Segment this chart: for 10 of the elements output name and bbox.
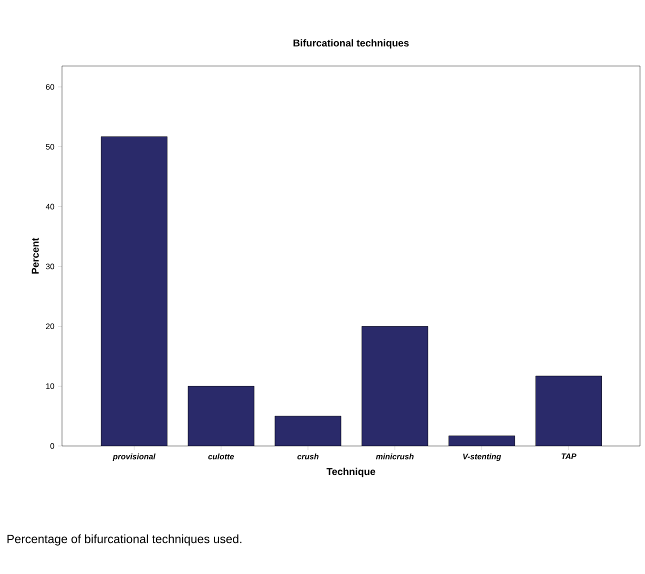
chart-title: Bifurcational techniques xyxy=(294,39,409,48)
bar xyxy=(100,136,168,446)
x-axis-title: Technique xyxy=(326,468,376,478)
text: Percentage of bifurcational techniques used. xyxy=(8,534,242,546)
bar xyxy=(536,376,602,446)
bar xyxy=(274,416,342,446)
bar xyxy=(448,436,515,446)
bar xyxy=(362,326,428,446)
y-axis-title: Percent xyxy=(32,238,39,274)
bar xyxy=(188,386,254,446)
